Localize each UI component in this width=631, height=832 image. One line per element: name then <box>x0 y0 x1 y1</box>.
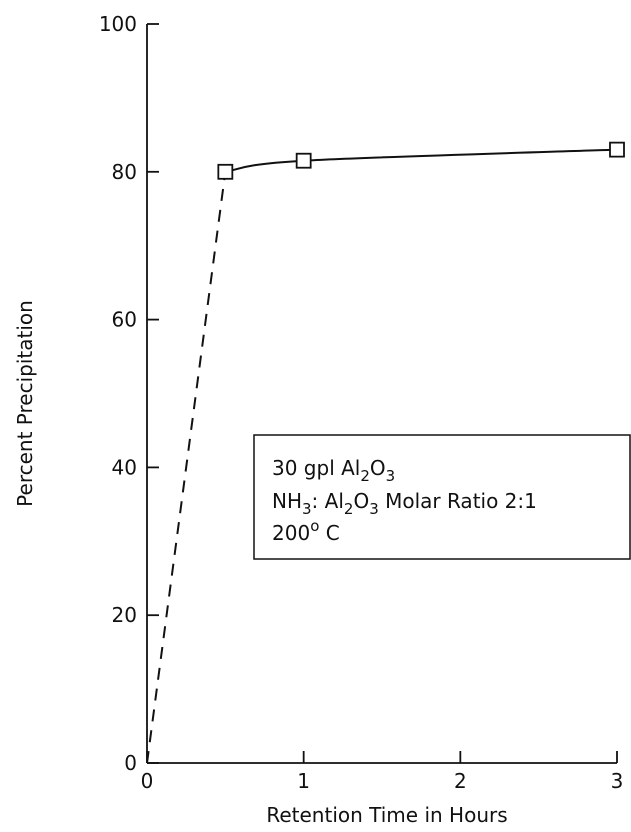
x-tick-label: 0 <box>141 769 154 793</box>
x-axis-title: Retention Time in Hours <box>266 803 507 827</box>
legend-line-3-sup: o <box>310 517 319 535</box>
legend-line-1-mid: O <box>370 456 386 480</box>
square-marker <box>609 141 625 158</box>
y-tick-label: 0 <box>124 751 137 775</box>
y-axis-title: Percent Precipitation <box>13 300 37 507</box>
legend-line-2-d: Molar Ratio 2:1 <box>379 489 537 513</box>
legend-line-2-a-sub: 3 <box>302 500 312 518</box>
y-tick-label: 100 <box>99 12 137 36</box>
y-tick-label: 20 <box>112 603 137 627</box>
legend-line-2-a: NH <box>272 489 302 513</box>
y-tick-label: 60 <box>112 308 137 332</box>
square-marker <box>295 152 312 169</box>
solid-series-line <box>225 148 618 173</box>
legend-line-2: NH3: Al2O3 Molar Ratio 2:1 <box>272 489 537 518</box>
legend-line-3-a: 200 <box>272 521 310 545</box>
series-layer <box>146 141 625 764</box>
x-tick-label: 3 <box>611 769 624 793</box>
legend-line-2-c: O <box>353 489 369 513</box>
y-tick-label: 80 <box>112 160 137 184</box>
x-tick-label: 2 <box>454 769 467 793</box>
square-marker <box>217 163 234 180</box>
legend-frame <box>253 434 631 560</box>
legend-box: 30 gpl Al2O3 NH3: Al2O3 Molar Ratio 2:1 … <box>253 434 631 560</box>
legend-line-1-sub1: 2 <box>360 467 370 485</box>
legend-line-1: 30 gpl Al2O3 <box>272 456 395 485</box>
legend-line-2-b-sub: 2 <box>344 500 354 518</box>
y-tick-label: 40 <box>112 455 137 479</box>
dashed-series-line <box>146 171 227 764</box>
legend-line-2-c-sub: 3 <box>369 500 379 518</box>
legend-line-3-b: C <box>319 521 339 545</box>
legend-line-3: 200o C <box>272 517 340 545</box>
legend-line-2-b: : Al <box>312 489 344 513</box>
legend-line-1-sub2: 3 <box>386 467 396 485</box>
legend-line-1-prefix: 30 gpl Al <box>272 456 360 480</box>
x-tick-label: 1 <box>297 769 310 793</box>
